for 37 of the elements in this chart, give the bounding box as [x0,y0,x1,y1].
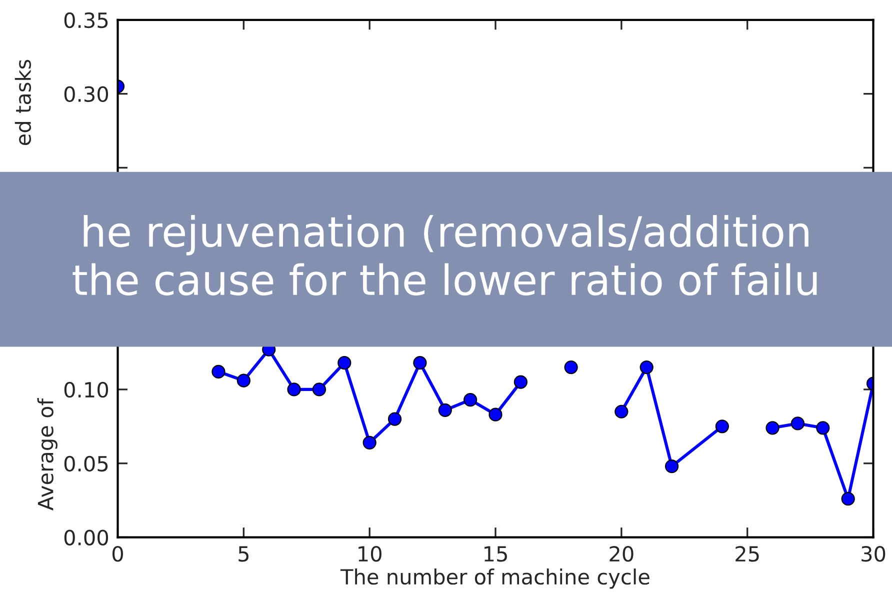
point [766,421,780,435]
point [312,382,326,396]
text: ed tasks [14,60,32,146]
point [715,420,729,434]
point [816,421,830,435]
point [614,404,628,418]
x-tick-label: 25 [736,546,759,562]
x-tick-label: 15 [484,546,507,562]
y-tick-label: 0.05 [64,456,108,472]
point [640,360,654,374]
point [841,492,855,506]
point [564,360,578,374]
point [212,364,226,379]
y-axis-title: Average of [37,398,58,510]
point [236,374,250,388]
y-tick-label: 0.30 [64,86,108,102]
y-tick-label: 0.10 [64,382,108,398]
point [362,436,376,450]
x-tick-label: 5 [238,546,248,562]
x-axis-title: The number of machine cycle [340,568,650,589]
x-tick-label: 30 [862,546,886,562]
point [287,382,301,396]
point [514,375,528,389]
y-tick-label: 0.00 [64,530,108,546]
annotation: he rejuvenation (removals/addition the cause for the lower ratio of failu [72,215,817,296]
point [664,460,679,474]
point [438,403,452,417]
x-tick-label: 10 [358,546,382,562]
x-tick-label: 20 [610,546,634,562]
point [488,408,502,422]
x-tick-label: 0 [112,546,123,562]
point [790,416,805,430]
point [464,392,478,407]
point [388,412,402,426]
point [413,356,427,370]
y-tick-label: 0.35 [64,12,108,28]
point [338,356,352,370]
